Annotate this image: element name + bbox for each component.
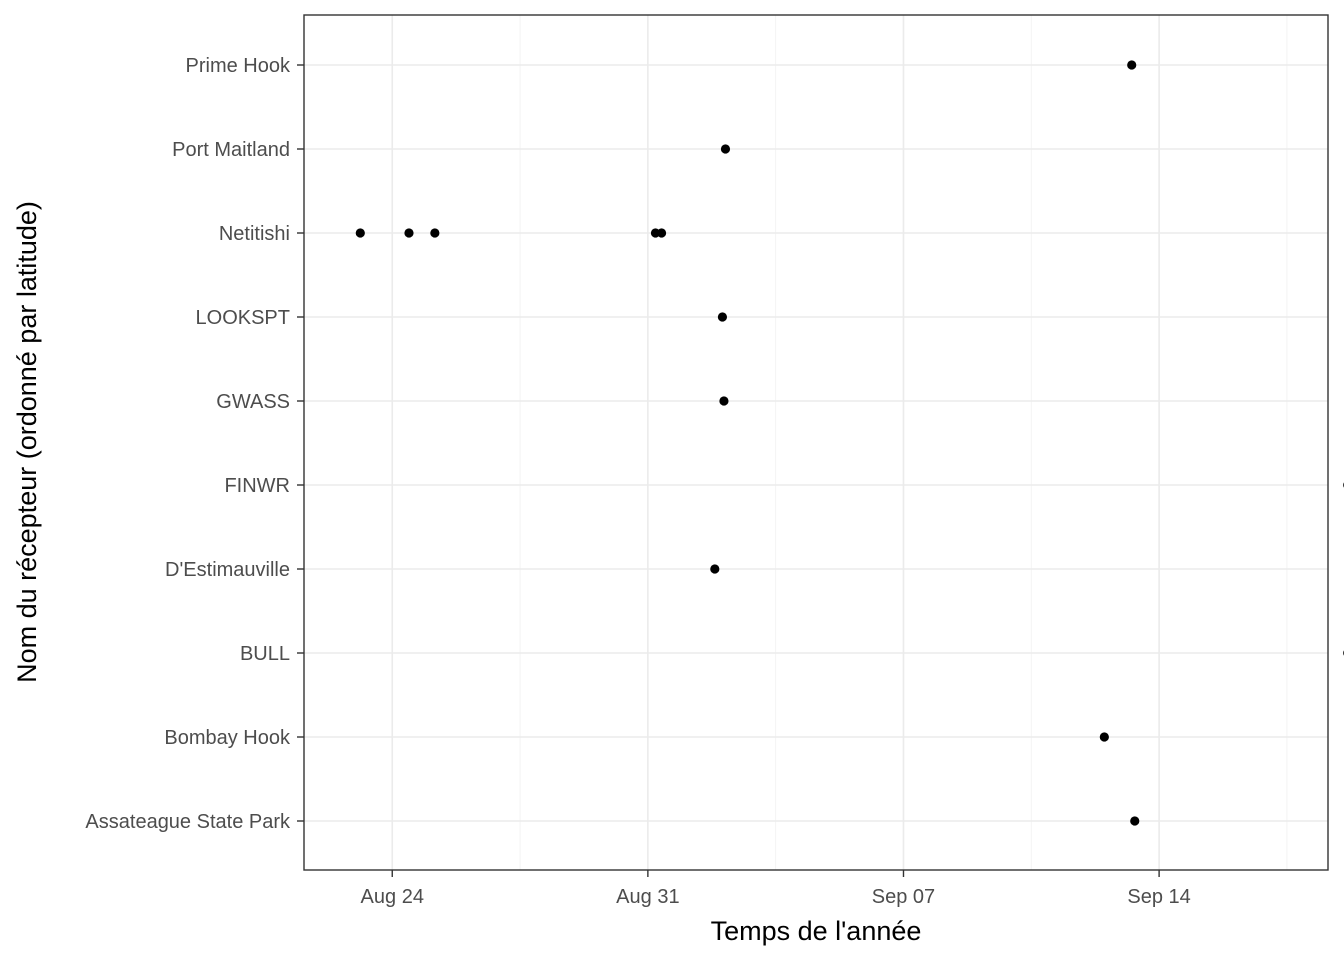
data-point [355, 228, 365, 238]
panel-border [303, 14, 1329, 871]
x-tick-label: Aug 31 [616, 886, 679, 908]
data-point [720, 144, 731, 154]
data-point [430, 228, 440, 238]
data-point [404, 228, 414, 238]
data-point [1130, 816, 1140, 826]
data-point [719, 396, 729, 406]
data-point [1127, 60, 1137, 70]
data-point [710, 564, 720, 574]
y-tick-label: BULL [240, 643, 290, 665]
y-axis-title: Nom du récepteur (ordonné par latitude) [12, 201, 42, 683]
y-tick-label: Netitishi [219, 223, 290, 245]
x-tick-label: Sep 07 [872, 886, 935, 908]
y-tick-label: D'Estimauville [165, 559, 290, 581]
x-tick-label: Aug 24 [361, 886, 424, 908]
data-point [656, 228, 667, 238]
x-axis-title: Temps de l'année [711, 916, 922, 946]
y-tick-label: GWASS [216, 391, 290, 413]
data-point [1099, 732, 1109, 742]
y-tick-label: Prime Hook [186, 55, 291, 77]
y-tick-label: LOOKSPT [196, 307, 290, 329]
data-points [355, 60, 1344, 826]
y-tick-label: Assateague State Park [85, 811, 291, 833]
x-axis: Aug 24 Aug 31 Sep 07 Sep 14 [361, 870, 1191, 908]
data-point [717, 312, 728, 322]
y-tick-label: Bombay Hook [164, 727, 291, 749]
y-axis: Assateague State Park Bombay Hook BULL D'Es… [85, 55, 304, 833]
x-tick-label: Sep 14 [1127, 886, 1190, 908]
grid-lines [304, 15, 1328, 870]
y-tick-label: Port Maitland [172, 139, 290, 161]
y-tick-label: FINWR [224, 475, 290, 497]
